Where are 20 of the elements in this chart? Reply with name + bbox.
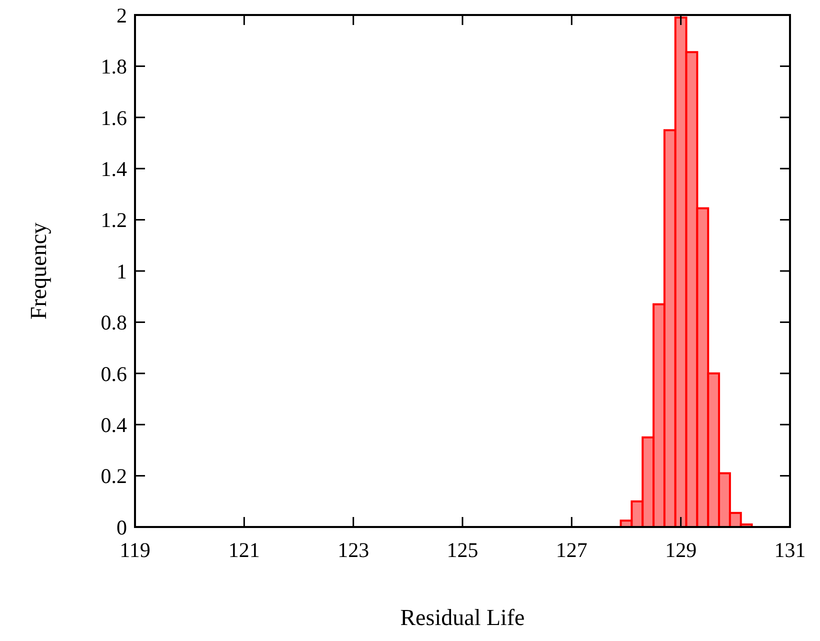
x-tick-label: 127 (556, 538, 588, 562)
y-tick-label: 0.8 (100, 310, 127, 335)
y-tick-label: 1 (116, 259, 127, 284)
y-axis-title: Frequency (26, 222, 51, 320)
x-tick-label: 123 (338, 538, 370, 562)
x-tick-label: 121 (228, 538, 260, 562)
y-tick-label: 0.2 (100, 464, 127, 488)
x-tick-label: 129 (665, 538, 697, 562)
x-tick-label: 119 (120, 538, 150, 562)
y-tick-label: 1.4 (100, 156, 128, 181)
y-tick-label: 0.6 (100, 362, 127, 386)
y-tick-label: 0 (116, 515, 127, 540)
x-tick-label: 131 (774, 538, 806, 562)
x-tick-label: 125 (446, 538, 478, 562)
y-tick-label: 1.2 (100, 208, 127, 232)
x-axis-title: Residual Life (400, 605, 525, 630)
y-tick-label: 1.8 (100, 54, 127, 79)
y-tick-label: 2 (116, 3, 127, 28)
y-tick-label: 1.6 (100, 106, 127, 130)
y-tick-label: 0.4 (100, 412, 128, 437)
